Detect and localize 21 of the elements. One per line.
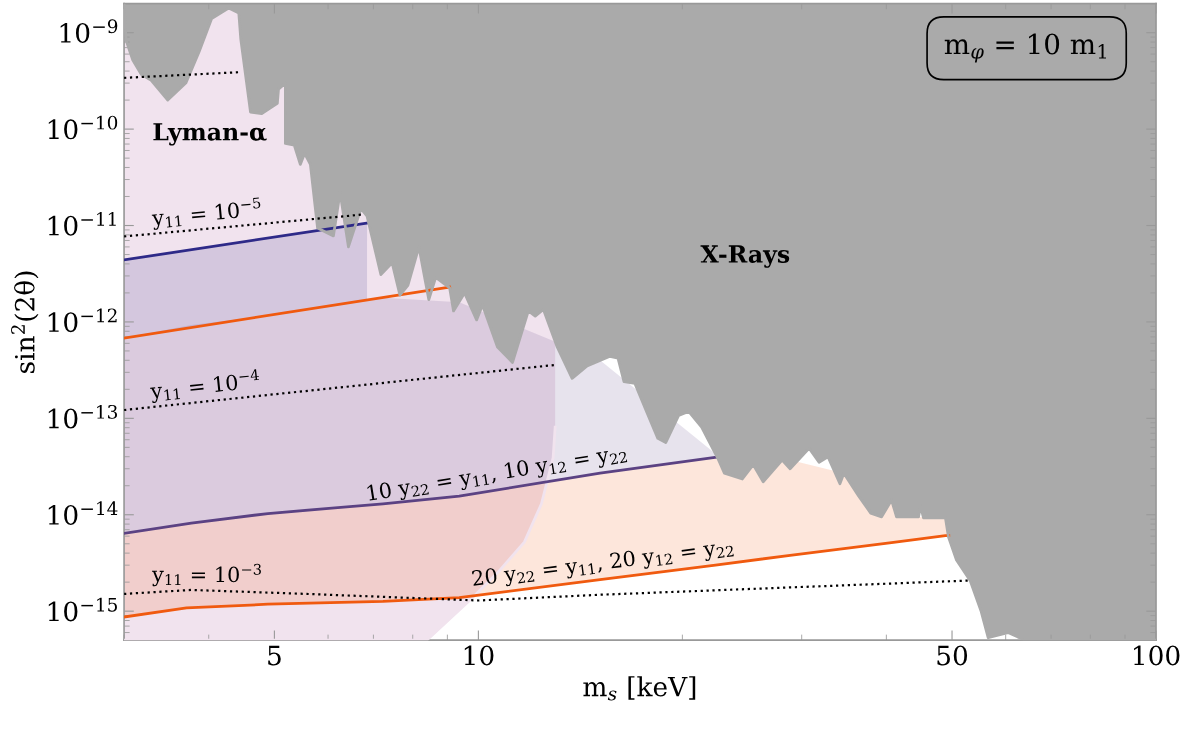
annotation: 10 y$_{22}$ = y$_{11}$, 10 y$_{12}$ = y$_{22}$ bbox=[366, 443, 628, 506]
y-tick-label: 10$^{−12}$ bbox=[48, 308, 117, 333]
x-tick-label: 50 bbox=[937, 645, 968, 666]
x-tick-label: 10 bbox=[464, 645, 494, 666]
y-tick-label: 10$^{−10}$ bbox=[48, 115, 118, 140]
y-tick-label: 10$^{−13}$ bbox=[48, 404, 118, 429]
annotation: y$_{11}$ = 10$^{−5}$ bbox=[151, 197, 262, 231]
annotation: Lyman-α bbox=[153, 123, 267, 146]
x-tick-label: 5 bbox=[268, 645, 281, 666]
y-tick-label: 10$^{−9}$ bbox=[60, 19, 118, 43]
x-axis-title: m$_{s}$ [keV] bbox=[583, 676, 696, 701]
y-axis-title: sin$^{2}$(2θ) bbox=[11, 271, 39, 373]
annotation: y$_{11}$ = 10$^{−4}$ bbox=[149, 368, 261, 404]
y-tick-label: 10$^{−15}$ bbox=[48, 597, 117, 622]
annotation: X-Rays bbox=[700, 245, 790, 268]
y-tick-label: 10$^{−11}$ bbox=[48, 212, 116, 236]
y-tick-label: 10$^{−14}$ bbox=[48, 501, 118, 525]
annotation: m$_{φ}$ = 10 m$_{1}$ bbox=[944, 33, 1106, 63]
annotation: y$_{11}$ = 10$^{−3}$ bbox=[151, 563, 261, 587]
x-tick-label: 100 bbox=[1134, 645, 1180, 666]
annotation: 20 y$_{22}$ = y$_{11}$, 20 y$_{12}$ = y$_{22}$ bbox=[471, 537, 734, 591]
